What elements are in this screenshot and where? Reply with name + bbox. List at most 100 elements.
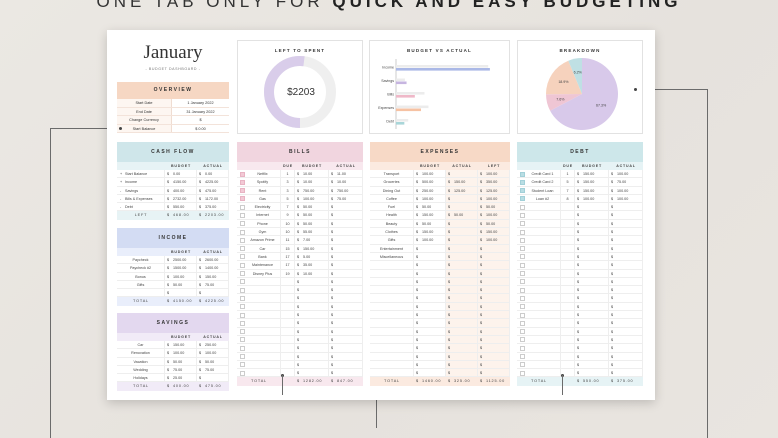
actual-cell[interactable]: $ bbox=[329, 228, 363, 236]
due-cell[interactable]: 17 bbox=[281, 252, 295, 261]
budget-cell[interactable]: $ bbox=[575, 269, 609, 277]
left-cell[interactable]: $50.00 bbox=[478, 203, 510, 211]
row-label[interactable]: Internet bbox=[256, 213, 269, 218]
budget-cell[interactable]: $ bbox=[295, 311, 329, 319]
row-label[interactable]: Amazon Prime bbox=[250, 238, 275, 243]
actual-cell[interactable]: $ bbox=[446, 203, 478, 211]
paid-checkbox[interactable] bbox=[520, 171, 525, 177]
left-cell[interactable]: $125.00 bbox=[478, 186, 510, 194]
due-cell[interactable]: 10 bbox=[281, 228, 295, 236]
due-cell[interactable] bbox=[561, 352, 575, 360]
actual-cell[interactable]: $ bbox=[329, 344, 363, 352]
due-cell[interactable]: 19 bbox=[281, 269, 295, 277]
left-cell[interactable]: $ bbox=[478, 294, 510, 302]
due-cell[interactable]: 15 bbox=[281, 244, 295, 252]
left-cell[interactable]: $ bbox=[478, 327, 510, 335]
actual-cell[interactable]: $ bbox=[329, 269, 363, 277]
left-cell[interactable]: $ bbox=[478, 352, 510, 360]
budget-cell[interactable]: $ bbox=[414, 252, 446, 261]
actual-cell[interactable]: $ bbox=[446, 302, 478, 311]
budget-cell[interactable]: $ bbox=[414, 319, 446, 327]
actual-cell[interactable]: $150.00 bbox=[446, 178, 478, 186]
due-cell[interactable]: 8 bbox=[561, 194, 575, 203]
row-label[interactable]: Gas bbox=[259, 196, 266, 201]
actual-cell[interactable]: $ bbox=[446, 327, 478, 335]
paid-checkbox[interactable] bbox=[520, 337, 525, 343]
paid-checkbox[interactable] bbox=[240, 329, 245, 335]
actual-cell[interactable]: $ bbox=[329, 286, 363, 294]
row-label[interactable]: Start Balance bbox=[125, 172, 148, 176]
budget-cell[interactable]: $ bbox=[575, 219, 609, 228]
actual-cell[interactable]: $ bbox=[609, 203, 643, 211]
actual-cell[interactable]: $100.00 bbox=[197, 349, 229, 357]
actual-cell[interactable]: $ bbox=[446, 294, 478, 302]
row-label[interactable]: Credit Card 1 bbox=[531, 172, 554, 176]
budget-cell[interactable]: $ bbox=[414, 335, 446, 344]
paid-checkbox[interactable] bbox=[520, 354, 525, 360]
row-label[interactable]: Wedding bbox=[133, 367, 148, 372]
row-label[interactable]: Coffee bbox=[386, 196, 397, 201]
due-cell[interactable] bbox=[281, 344, 295, 352]
actual-cell[interactable]: $ bbox=[609, 294, 643, 302]
budget-cell[interactable]: $50.00 bbox=[295, 211, 329, 219]
budget-cell[interactable]: $5.00 bbox=[295, 252, 329, 261]
row-label[interactable]: Health bbox=[386, 213, 397, 218]
paid-checkbox[interactable] bbox=[520, 262, 525, 268]
paid-checkbox[interactable] bbox=[240, 287, 245, 293]
row-label[interactable]: Paycheck bbox=[132, 258, 149, 262]
due-cell[interactable] bbox=[281, 294, 295, 302]
budget-cell[interactable]: $ bbox=[295, 335, 329, 344]
actual-cell[interactable]: $475.00 bbox=[197, 186, 229, 194]
left-cell[interactable]: $ bbox=[478, 244, 510, 252]
paid-checkbox[interactable] bbox=[520, 196, 525, 202]
paid-checkbox[interactable] bbox=[520, 287, 525, 293]
row-label[interactable] bbox=[117, 289, 164, 296]
actual-cell[interactable]: $ bbox=[329, 352, 363, 360]
due-cell[interactable] bbox=[561, 277, 575, 286]
actual-cell[interactable]: $ bbox=[609, 335, 643, 344]
budget-cell[interactable]: $ bbox=[575, 277, 609, 286]
paid-checkbox[interactable] bbox=[520, 188, 525, 194]
actual-cell[interactable]: $ bbox=[446, 194, 478, 203]
budget-cell[interactable]: $ bbox=[575, 311, 609, 319]
row-label[interactable]: Car bbox=[259, 246, 266, 251]
row-label[interactable]: Disney Plus bbox=[252, 271, 273, 276]
row-label[interactable]: Gym bbox=[258, 230, 267, 235]
due-cell[interactable] bbox=[561, 228, 575, 236]
actual-cell[interactable]: $11.00 bbox=[329, 170, 363, 178]
actual-cell[interactable]: $ bbox=[609, 228, 643, 236]
actual-cell[interactable]: $ bbox=[329, 252, 363, 261]
due-cell[interactable]: 7 bbox=[561, 186, 575, 194]
paid-checkbox[interactable] bbox=[520, 370, 525, 376]
budget-cell[interactable]: $50.00 bbox=[165, 357, 197, 365]
overview-value[interactable]: $ 0.00 bbox=[172, 124, 229, 132]
actual-cell[interactable]: $75.00 bbox=[329, 194, 363, 203]
paid-checkbox[interactable] bbox=[520, 345, 525, 351]
budget-cell[interactable]: $ bbox=[575, 261, 609, 269]
budget-cell[interactable]: $10.00 bbox=[295, 269, 329, 277]
due-cell[interactable] bbox=[561, 344, 575, 352]
paid-checkbox[interactable] bbox=[520, 221, 525, 227]
due-cell[interactable] bbox=[281, 277, 295, 286]
budget-cell[interactable]: $ bbox=[414, 344, 446, 352]
actual-cell[interactable]: $ bbox=[446, 344, 478, 352]
actual-cell[interactable]: $ bbox=[609, 277, 643, 286]
due-cell[interactable] bbox=[281, 319, 295, 327]
left-cell[interactable]: $ bbox=[478, 269, 510, 277]
overview-value[interactable]: 31 January 2022 bbox=[172, 107, 229, 115]
paid-checkbox[interactable] bbox=[520, 254, 525, 260]
actual-cell[interactable]: $ bbox=[329, 302, 363, 311]
row-label[interactable]: Bank bbox=[258, 254, 267, 259]
paid-checkbox[interactable] bbox=[240, 370, 245, 376]
paid-checkbox[interactable] bbox=[240, 246, 245, 252]
paid-checkbox[interactable] bbox=[240, 362, 245, 368]
overview-value[interactable]: $ bbox=[172, 116, 229, 124]
budget-cell[interactable]: $ bbox=[414, 286, 446, 294]
actual-cell[interactable]: $4225.00 bbox=[197, 178, 229, 186]
paid-checkbox[interactable] bbox=[240, 279, 245, 285]
actual-cell[interactable]: $ bbox=[329, 261, 363, 269]
budget-cell[interactable]: $100.00 bbox=[165, 272, 197, 280]
budget-cell[interactable]: $150.00 bbox=[575, 178, 609, 186]
actual-cell[interactable]: $ bbox=[446, 286, 478, 294]
actual-cell[interactable]: $ bbox=[197, 374, 229, 382]
